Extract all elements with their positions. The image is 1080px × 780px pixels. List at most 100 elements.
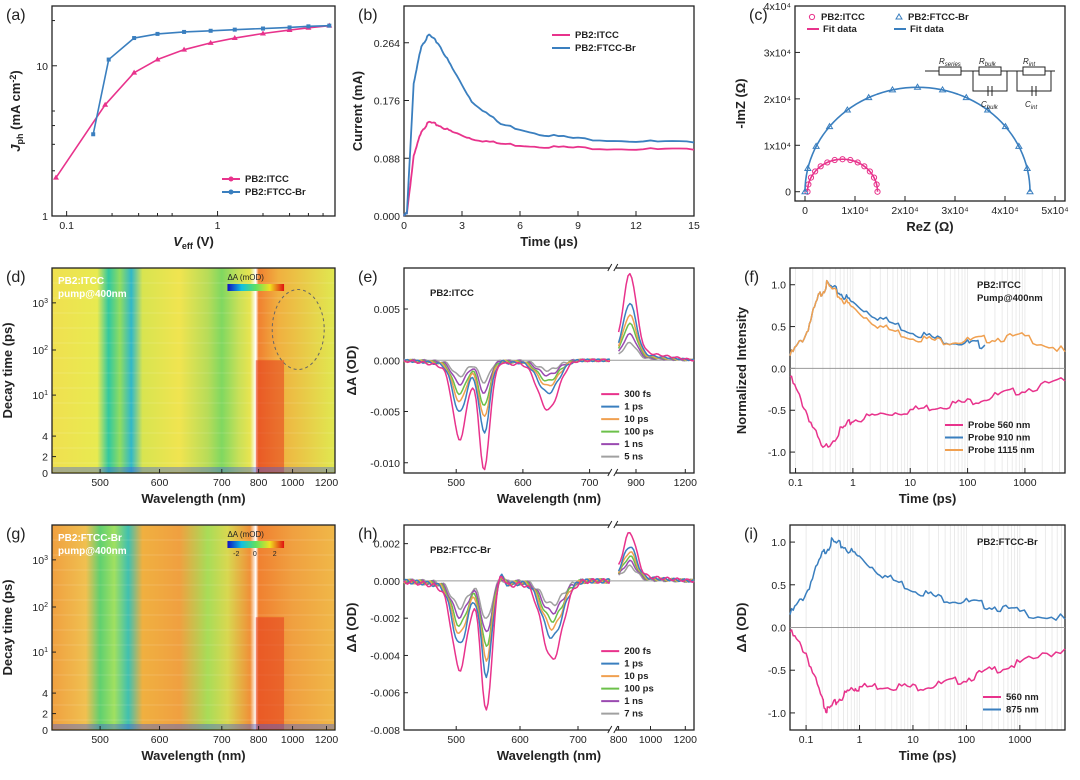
series-line-b [403, 33, 695, 217]
y-tick-label-g: 0 [42, 725, 48, 737]
spectrum-line-nir-e [617, 272, 695, 362]
kinetic-line-f [789, 279, 1066, 357]
x-axis-label-c: ReZ (Ω) [906, 219, 953, 234]
data-point-c [870, 174, 878, 181]
y-axis-label-d: Decay time (ps) [0, 322, 15, 418]
axis-break-h [609, 726, 616, 734]
x-tick-label-e: 700 [581, 477, 599, 489]
legend-marker-c [808, 13, 816, 21]
plot-frame-h [403, 524, 695, 731]
y-tick-label-d: 101 [32, 390, 48, 402]
y-tick-base-d: 0 [42, 468, 48, 480]
spectrum-line-e [403, 358, 611, 417]
colorbar-g [227, 541, 285, 548]
circuit-label: Rseries [939, 57, 961, 68]
data-point-c [817, 163, 824, 170]
spectrum-line-h [403, 577, 611, 647]
data-point-c [874, 188, 881, 195]
data-point-a [232, 27, 237, 32]
x-tick-label-b: 15 [688, 220, 700, 232]
circuit-label-main: R [979, 57, 985, 66]
panel-h: (h) -0.008 -0.006 -0.004 -0.002 0.000 0.002 500… [344, 520, 697, 763]
y-tick-base-d: 10 [32, 390, 44, 402]
plot-frame-f [789, 267, 1066, 474]
legend-entry-e: 100 ps [624, 427, 654, 438]
x-label-sub-a: eff [182, 241, 194, 251]
data-point-a [91, 132, 96, 137]
x-tick-label-e: 600 [514, 477, 532, 489]
data-point-a [327, 23, 332, 28]
y-label-sub-a: ph [15, 133, 25, 144]
x-tick-label-g: 700 [213, 734, 231, 746]
x-tick-label-d: 1000 [281, 477, 305, 489]
data-point-c [962, 93, 971, 101]
data-point-a [102, 101, 109, 107]
data-point-c [804, 188, 811, 195]
x-axis-label-f: Time (ps) [899, 491, 957, 506]
kinetic-line-i [789, 629, 1066, 714]
x-label-main-a: V [173, 234, 183, 249]
y-axis-label-h: ΔA (OD) [344, 602, 359, 652]
legend-entry-c: Fit data [823, 24, 857, 35]
legend-marker-a [228, 189, 234, 195]
data-point-a [52, 174, 59, 180]
legend-entry-e: 5 ns [624, 452, 643, 463]
x-tick-label-i: 10 [907, 734, 919, 746]
legend-entry-c: PB2:FTCC-Br [908, 12, 969, 23]
x-tick-label-b: 12 [630, 220, 642, 232]
y-tick-label-b: 0.000 [374, 211, 400, 223]
circuit-resistor [938, 66, 962, 76]
plot-frame-d [51, 267, 336, 474]
x-tick-label-d: 600 [151, 477, 169, 489]
x-tick-label-f: 1000 [1013, 477, 1037, 489]
y-axis-label-g: Decay time (ps) [0, 579, 15, 675]
axis-break-e [607, 468, 619, 477]
x-tick-label-d: 500 [91, 477, 109, 489]
colorbar-tick-g: 2 [273, 551, 277, 558]
highlight-ellipse-d [271, 289, 325, 370]
y-tick-label-i: 1.0 [771, 537, 786, 549]
spectrum-line-h [403, 573, 611, 679]
x-tick-label-h: 500 [447, 734, 465, 746]
x-tick-label-c: 4x10⁴ [991, 205, 1018, 217]
data-point-a [231, 35, 238, 41]
circuit-capacitor [987, 86, 1037, 96]
legend-entry-e: 300 fs [624, 389, 651, 400]
data-point-c [864, 93, 873, 101]
y-label-unit-a: (mA cm [8, 83, 23, 134]
data-point-c [807, 174, 815, 181]
circuit-label-main: C [1025, 100, 1031, 109]
data-point-c [1014, 142, 1023, 149]
spectrum-line-e [403, 358, 611, 406]
x-axis-label-b: Time (μs) [520, 234, 578, 249]
y-tick-exp-d: 2 [44, 345, 48, 352]
heatmap-edge-g [53, 724, 334, 729]
legend-entry-h: 10 ps [624, 671, 648, 682]
kinetic-line-i [789, 537, 1066, 621]
y-tick-exp-d: 1 [44, 390, 48, 397]
data-point-c [803, 164, 812, 171]
y-tick-label-i: -1.0 [768, 708, 786, 720]
x-axis-label-h: Wavelength (nm) [497, 748, 601, 763]
data-point-a [154, 56, 161, 62]
y-tick-label-h: 0.000 [374, 576, 400, 588]
data-point-c [825, 122, 834, 130]
legend-entry-e: 10 ps [624, 414, 648, 425]
x-axis-label-i: Time (ps) [899, 748, 957, 763]
circuit-label-main: R [1023, 57, 1029, 66]
y-tick-label-f: 0.0 [771, 363, 786, 375]
series-line-b [403, 120, 695, 217]
circuit-label: Cbulk [981, 100, 999, 111]
legend-entry-e: 1 ps [624, 402, 643, 413]
heatmap-image-d [52, 268, 335, 473]
heatmap-title-d: PB2:ITCC [58, 276, 104, 287]
y-tick-base-g: 10 [32, 555, 44, 567]
data-point-c [888, 85, 897, 93]
y-tick-base-g: 10 [32, 647, 44, 659]
x-tick-label-d: 800 [250, 477, 268, 489]
axis-break-e [609, 469, 616, 477]
x-tick-label-b: 6 [517, 220, 523, 232]
x-axis-label-e: Wavelength (nm) [497, 491, 601, 506]
spectrum-line-e [403, 358, 611, 434]
